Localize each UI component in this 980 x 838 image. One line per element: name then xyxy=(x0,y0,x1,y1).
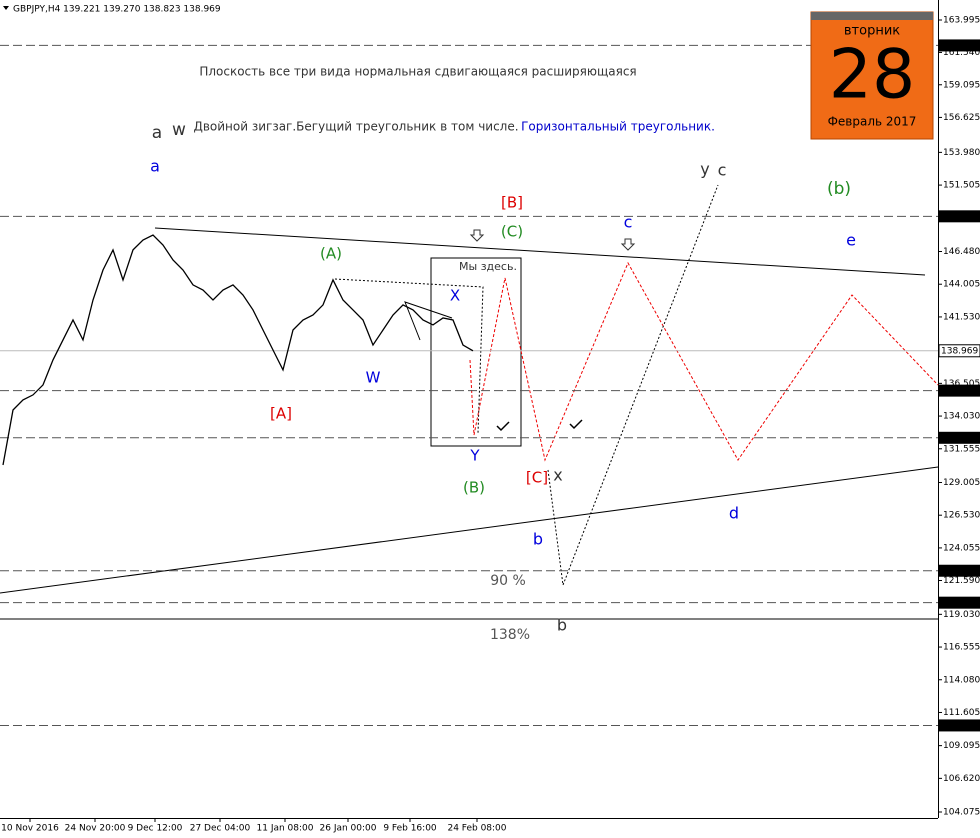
annotation: Двойной зигзаг.Бегущий треугольник в том… xyxy=(193,120,518,134)
annotation: a xyxy=(152,123,162,143)
price-line xyxy=(2,234,474,466)
y-tick-label: 159.095 xyxy=(943,80,980,90)
annotation: (C) xyxy=(501,223,523,241)
level-label-box xyxy=(939,719,980,732)
x-tick-label: 27 Dec 04:00 xyxy=(190,824,251,834)
y-tick-label: 163.995 xyxy=(943,16,980,26)
annotation: (B) xyxy=(463,479,485,497)
annotation: W xyxy=(366,369,381,387)
level-label-box xyxy=(939,210,980,223)
check-icon xyxy=(496,421,510,432)
current-price-box xyxy=(938,344,980,358)
y-tick-label: 146.480 xyxy=(943,247,980,257)
y-tick-label: 141.530 xyxy=(943,312,980,322)
calendar-rings xyxy=(811,12,933,20)
y-tick-label: 114.080 xyxy=(943,675,980,685)
x-tick-label: 24 Nov 20:00 xyxy=(65,824,126,834)
calendar-weekday: вторник xyxy=(844,24,900,39)
level-label: 122.328 xyxy=(941,566,978,576)
y-tick-label: 106.620 xyxy=(943,774,980,784)
y-tick-label: 161.540 xyxy=(943,48,980,58)
upper-trendline xyxy=(154,227,926,276)
level-label: 132.386 xyxy=(941,433,978,443)
y-tick-label: 119.030 xyxy=(943,610,980,620)
level-label: 149.142 xyxy=(941,212,978,222)
annotation: c xyxy=(624,213,633,232)
dotted-path xyxy=(334,278,484,434)
x-tick-label: 24 Feb 08:00 xyxy=(447,824,506,834)
check-icon xyxy=(569,419,583,430)
y-tick-label: 129.005 xyxy=(943,478,980,488)
arrow-icon xyxy=(620,238,636,251)
level-label: 119.912 xyxy=(941,598,978,608)
level-label-box xyxy=(939,431,980,444)
annotation: [C] xyxy=(526,469,548,487)
y-tick-label: 156.625 xyxy=(943,113,980,123)
calendar-body xyxy=(810,11,934,140)
annotation: c xyxy=(718,161,727,180)
annotation: d xyxy=(729,504,739,523)
y-tick-label: 124.055 xyxy=(943,543,980,553)
level-label: 110.624 xyxy=(941,721,978,731)
y-tick-label: 126.530 xyxy=(943,511,980,521)
level-label-box xyxy=(939,564,980,577)
y-tick-label: 111.605 xyxy=(943,708,980,718)
annotation: [A] xyxy=(270,405,292,423)
annotation: Плоскость все три вида нормальная сдвига… xyxy=(199,65,636,79)
level-label-box xyxy=(939,596,980,609)
annotation: b xyxy=(533,530,543,549)
x-tick-label: 9 Feb 16:00 xyxy=(383,824,437,834)
y-tick-label: 104.075 xyxy=(943,808,980,818)
level-label: 135.955 xyxy=(941,386,978,396)
annotation: X xyxy=(450,287,460,305)
annotation: (b) xyxy=(827,179,851,199)
calendar-day: 28 xyxy=(829,36,916,115)
annotation: 138% xyxy=(490,627,530,643)
annotation: x xyxy=(553,466,562,485)
annotation: 90 % xyxy=(490,573,526,589)
x-tick-label: 26 Jan 00:00 xyxy=(320,824,377,834)
x-tick-label: 9 Dec 12:00 xyxy=(128,824,183,834)
y-tick-label: 144.005 xyxy=(943,280,980,290)
annotation: b xyxy=(557,616,567,635)
level-label-box xyxy=(939,384,980,397)
projection-red xyxy=(469,261,939,462)
symbol-marker xyxy=(3,6,9,10)
annotation: w xyxy=(172,120,186,140)
y-tick-label: 151.505 xyxy=(943,181,980,191)
y-tick-label: 131.555 xyxy=(943,444,980,454)
y-tick-label: 153.980 xyxy=(943,148,980,158)
current-price-label: 138.969 xyxy=(941,346,978,356)
annotation: e xyxy=(846,231,856,250)
annotation: a xyxy=(150,157,160,176)
calendar-month: Февраль 2017 xyxy=(828,115,917,129)
arrow-icon xyxy=(469,229,485,242)
y-tick-label: 116.555 xyxy=(943,643,980,653)
y-tick-label: 121.590 xyxy=(943,576,980,586)
annotation: (A) xyxy=(320,245,342,263)
level-label-box xyxy=(939,39,980,52)
lower-trendline xyxy=(0,466,939,594)
y-tick-label: 109.095 xyxy=(943,741,980,751)
annotation: [B] xyxy=(501,194,523,212)
projection-black xyxy=(547,184,719,586)
calendar: вторник 28 Февраль 2017 xyxy=(810,11,934,140)
annotation: Y xyxy=(469,447,480,465)
chart-title: GBPJPY,H4 139.221 139.270 138.823 138.96… xyxy=(13,5,221,15)
y-tick-label: 136.505 xyxy=(943,379,980,389)
x-tick-label: 10 Nov 2016 xyxy=(1,824,59,834)
y-tick-label: 134.030 xyxy=(943,412,980,422)
x-tick-label: 11 Jan 08:00 xyxy=(257,824,314,834)
annotation: y xyxy=(700,160,709,179)
small-triangle xyxy=(404,301,453,341)
annotation: Мы здесь. xyxy=(459,260,517,273)
annotation: Горизонтальный треугольник. xyxy=(521,120,715,134)
drawings xyxy=(0,184,939,620)
level-label: 162.071 xyxy=(941,41,978,51)
